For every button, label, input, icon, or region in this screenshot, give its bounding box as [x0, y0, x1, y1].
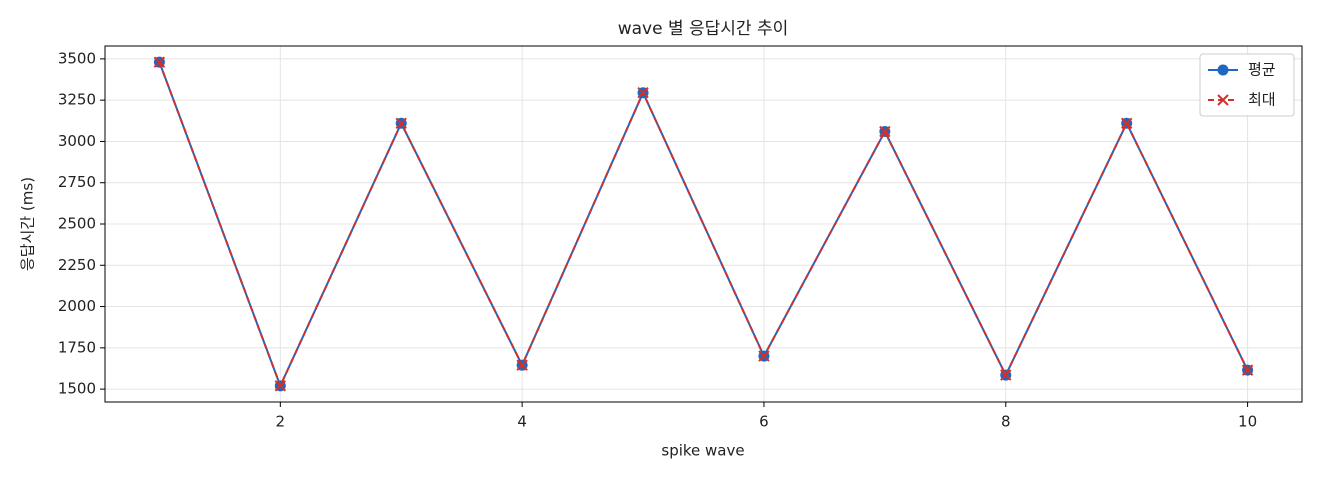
- marker-cross: [516, 359, 528, 371]
- marker-cross: [758, 350, 770, 362]
- y-tick-label: 2750: [58, 173, 96, 191]
- marker: [758, 350, 770, 362]
- series-line: [158, 61, 1249, 389]
- x-tick-label: 2: [276, 413, 286, 431]
- y-axis-label: 응답시간 (ms): [19, 177, 37, 271]
- marker: [274, 380, 287, 392]
- legend-box: [1199, 53, 1295, 117]
- marker-cross: [1241, 364, 1254, 376]
- y-tick-label: 2250: [58, 256, 96, 274]
- marker-cross: [1217, 94, 1229, 106]
- x-tick-label: 4: [517, 413, 527, 431]
- marker-cross: [153, 56, 166, 68]
- marker: [516, 359, 528, 371]
- marker-cross: [1120, 117, 1133, 129]
- x-axis-label: spike wave: [661, 442, 744, 460]
- y-tick-label: 3500: [58, 49, 96, 67]
- marker: [1217, 64, 1229, 76]
- x-tick-label: 6: [759, 413, 769, 431]
- marker-cross: [274, 380, 287, 392]
- marker-cross: [879, 125, 891, 138]
- y-tick-label: 3250: [58, 91, 96, 109]
- marker: [879, 125, 891, 138]
- marker: [1120, 117, 1133, 129]
- y-tick-label: 2500: [58, 215, 96, 233]
- y-tick-label: 1500: [58, 380, 96, 398]
- x-tick-label: 10: [1238, 413, 1257, 431]
- marker: [153, 56, 166, 68]
- plot-frame: [104, 45, 1303, 403]
- y-tick-label: 3000: [58, 132, 96, 150]
- marker-cross: [637, 87, 649, 99]
- marker: [1000, 369, 1012, 381]
- legend-label: 최대: [1248, 91, 1276, 109]
- marker-cross: [395, 117, 407, 129]
- marker: [1241, 364, 1254, 376]
- y-tick-label: 1750: [58, 338, 96, 356]
- marker-cross: [1000, 369, 1012, 381]
- marker: [637, 87, 649, 99]
- chart-title: wave 별 응답시간 추이: [618, 19, 789, 39]
- marker: [1217, 94, 1229, 106]
- x-tick-label: 8: [1001, 413, 1011, 431]
- marker: [395, 117, 407, 129]
- y-tick-label: 2000: [58, 297, 96, 315]
- legend-label: 평균: [1248, 61, 1276, 79]
